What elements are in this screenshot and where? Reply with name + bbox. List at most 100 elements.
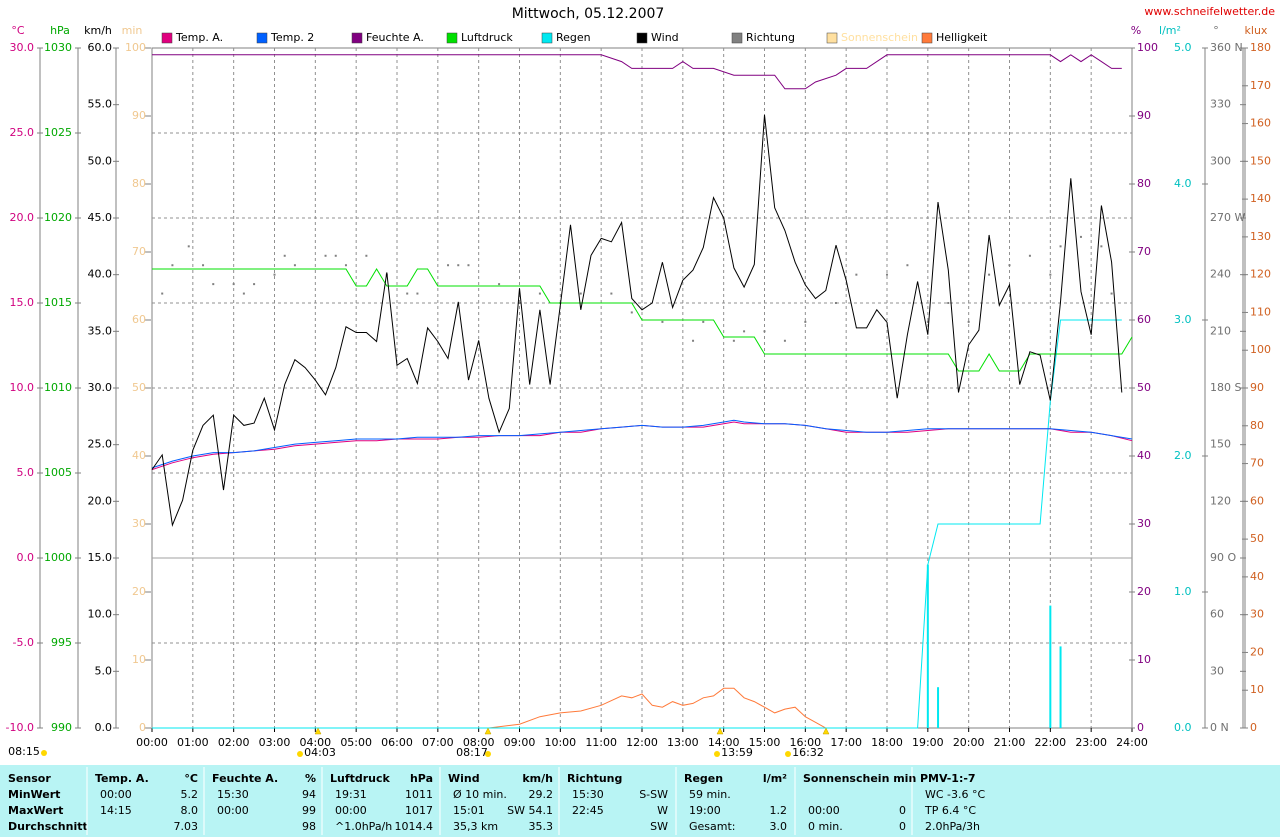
x-tick-label: 18:00	[871, 736, 903, 749]
table-unit: °C	[184, 772, 198, 785]
table-cell: TP 6.4 °C	[924, 804, 976, 817]
y-tick-label: 210	[1210, 324, 1231, 337]
table-cell: 19:31	[335, 788, 367, 801]
direction-dot	[1028, 254, 1031, 257]
direction-dot	[804, 320, 807, 323]
x-tick-label: 14:00	[708, 736, 740, 749]
series-line	[151, 419, 1133, 469]
axis-unit: l/m²	[1159, 24, 1181, 37]
y-tick-label: 20	[1137, 585, 1151, 598]
y-tick-label: 30.0	[10, 41, 35, 54]
y-tick-label: 100	[1250, 343, 1271, 356]
x-tick-label: 13:00	[667, 736, 699, 749]
table-header: Richtung	[567, 772, 622, 785]
direction-dot	[447, 264, 450, 267]
table-cell: 35,3 km	[453, 820, 498, 833]
direction-dot	[692, 339, 695, 342]
y-tick-label: 30	[1210, 664, 1224, 677]
direction-dot	[242, 292, 245, 295]
y-tick-label: 1000	[44, 551, 72, 564]
x-tick-label: 17:00	[830, 736, 862, 749]
y-tick-label: 25.0	[10, 126, 35, 139]
table-cell: 14:15	[100, 804, 132, 817]
direction-dot	[273, 273, 276, 276]
direction-dot	[926, 320, 929, 323]
y-tick-label: 90	[1137, 109, 1151, 122]
table-header: Regen	[684, 772, 723, 785]
x-tick-label: 23:00	[1075, 736, 1107, 749]
table-header: Luftdruck	[330, 772, 391, 785]
x-tick-label: 10:00	[544, 736, 576, 749]
table-unit: l/m²	[763, 772, 787, 785]
source: www.schneifelwetter.de	[1144, 5, 1275, 18]
y-tick-label: 1025	[44, 126, 72, 139]
legend-label: Temp. 2	[270, 31, 314, 44]
y-tick-label: 70	[1137, 245, 1151, 258]
y-tick-label: 50	[132, 381, 146, 394]
y-tick-label: 60	[1137, 313, 1151, 326]
x-tick-label: 04:00	[299, 736, 331, 749]
y-tick-label: 120	[1250, 268, 1271, 281]
table-cell: 19:00	[689, 804, 721, 817]
x-tick-label: 22:00	[1034, 736, 1066, 749]
axis-unit: %	[1131, 24, 1141, 37]
series-line	[151, 114, 1123, 527]
x-tick-label: 05:00	[340, 736, 372, 749]
y-tick-label: 1015	[44, 296, 72, 309]
direction-dot	[365, 254, 368, 257]
axis-unit: klux	[1245, 24, 1268, 37]
direction-dot	[187, 245, 190, 248]
y-tick-label: 0	[1250, 721, 1257, 734]
x-tick-label: 03:00	[259, 736, 291, 749]
y-tick-label: 25.0	[88, 438, 113, 451]
y-tick-label: 150	[1250, 154, 1271, 167]
direction-dot	[1079, 235, 1082, 238]
y-tick-label: 0 N	[1210, 721, 1229, 734]
y-tick-label: 5.0	[95, 664, 113, 677]
table-header: Feuchte A.	[212, 772, 278, 785]
table-cell: Ø 10 min.	[453, 788, 507, 801]
table-cell: 59 min.	[689, 788, 731, 801]
y-tick-label: 990	[51, 721, 72, 734]
direction-dot	[610, 292, 613, 295]
y-tick-label: -5.0	[13, 636, 34, 649]
table-cell: 5.2	[181, 788, 199, 801]
table-cell: 1011	[405, 788, 433, 801]
direction-dot	[732, 339, 735, 342]
sun-time: 08:17	[456, 746, 488, 759]
y-tick-label: 60	[1210, 608, 1224, 621]
y-tick-label: 100	[1137, 41, 1158, 54]
table-label: Sensor	[8, 772, 51, 785]
x-tick-label: 07:00	[422, 736, 454, 749]
table-cell: 00:00	[808, 804, 840, 817]
y-tick-label: 1005	[44, 466, 72, 479]
y-tick-label: 0.0	[1174, 721, 1192, 734]
table-cell: 29.2	[529, 788, 554, 801]
table-cell: 0	[899, 804, 906, 817]
sun-time: 13:59	[721, 746, 753, 759]
y-tick-label: 2.0	[1174, 449, 1192, 462]
direction-dot	[855, 273, 858, 276]
legend-swatch	[921, 32, 933, 44]
y-tick-label: 60	[1250, 494, 1264, 507]
x-tick-label: 11:00	[585, 736, 617, 749]
x-tick-label: 06:00	[381, 736, 413, 749]
legend-swatch	[161, 32, 173, 44]
direction-dot	[743, 330, 746, 333]
y-tick-label: 10	[132, 653, 146, 666]
legend-label: Helligkeit	[936, 31, 988, 44]
y-tick-label: 10	[1137, 653, 1151, 666]
y-tick-label: 20	[132, 585, 146, 598]
table-cell: 1.2	[770, 804, 788, 817]
y-tick-label: 50	[1250, 532, 1264, 545]
table-cell: 0	[899, 820, 906, 833]
direction-dot	[457, 264, 460, 267]
table-cell: 15:01	[453, 804, 485, 817]
legend-label: Sonnenschein	[841, 31, 918, 44]
legend-swatch	[351, 32, 363, 44]
table-cell: 15:30	[572, 788, 604, 801]
y-tick-label: 80	[1250, 419, 1264, 432]
y-tick-label: 30	[1250, 608, 1264, 621]
y-tick-label: 120	[1210, 494, 1231, 507]
x-tick-label: 09:00	[504, 736, 536, 749]
